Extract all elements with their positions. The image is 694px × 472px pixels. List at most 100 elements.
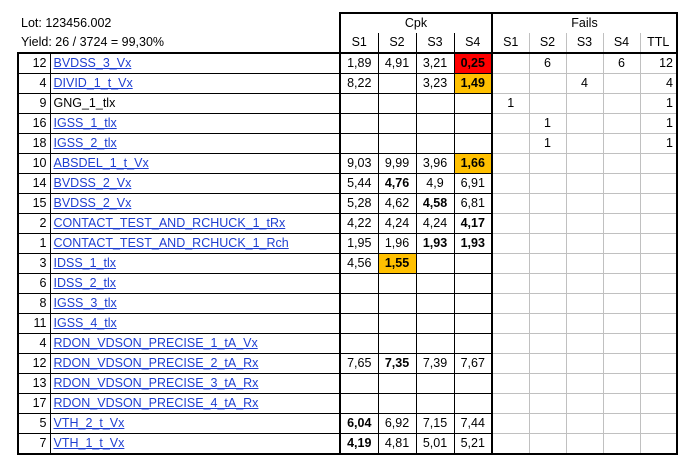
test-name-link[interactable]: IGSS_1_tlx	[53, 116, 117, 130]
test-number: 14	[17, 173, 50, 194]
test-name-cell[interactable]: IDSS_2_tlx	[49, 273, 341, 294]
test-name-cell[interactable]: IDSS_1_tlx	[49, 253, 341, 274]
test-name-cell: GNG_1_tlx	[49, 93, 341, 114]
cpk-value-s1: 8,22	[339, 73, 378, 94]
fails-total	[639, 233, 678, 254]
fails-value-s1	[492, 133, 529, 154]
lot-label: Lot: 123456.002	[21, 15, 112, 30]
cpk-value-s2	[377, 113, 416, 134]
test-name-cell[interactable]: IGSS_2_tlx	[49, 133, 341, 154]
yield-label: Yield: 26 / 3724 = 99,30%	[21, 35, 165, 49]
cpk-value-s4: 6,91	[453, 173, 493, 194]
cpk-value-s3: 5,01	[415, 433, 454, 455]
cpk-value-s3: 3,96	[415, 153, 454, 174]
test-name-link[interactable]: CONTACT_TEST_AND_RCHUCK_1_tRx	[53, 216, 286, 230]
fails-total: 4	[639, 73, 678, 94]
test-name-link[interactable]: IDSS_2_tlx	[53, 276, 117, 290]
fails-value-s3	[565, 273, 603, 294]
cpk-value-s3: 4,9	[415, 173, 454, 194]
fails-value-s3	[565, 433, 603, 455]
table-row: 12 BVDSS_3_Vx 1,89 4,91 3,21 0,25 6 6 12	[17, 52, 678, 74]
test-name-link[interactable]: VTH_2_t_Vx	[53, 416, 125, 430]
cpk-col-header-s2: S2	[377, 33, 416, 54]
test-number: 9	[17, 93, 50, 114]
test-name-link[interactable]: RDON_VDSON_PRECISE_1_tA_Vx	[53, 336, 258, 350]
test-name-cell[interactable]: RDON_VDSON_PRECISE_3_tA_Rx	[49, 373, 341, 394]
test-name-link[interactable]: RDON_VDSON_PRECISE_3_tA_Rx	[53, 376, 259, 390]
cpk-value-s2	[377, 333, 416, 354]
test-name-link[interactable]: ABSDEL_1_t_Vx	[53, 156, 149, 170]
table-row: 7 VTH_1_t_Vx 4,19 4,81 5,01 5,21	[17, 433, 678, 455]
test-name-link[interactable]: IGSS_4_tlx	[53, 316, 117, 330]
test-name-cell[interactable]: DIVID_1_t_Vx	[49, 73, 341, 94]
test-name-link[interactable]: BVDSS_2_Vx	[53, 176, 132, 190]
fails-value-s3	[565, 413, 603, 434]
test-name-link[interactable]: CONTACT_TEST_AND_RCHUCK_1_Rch	[53, 236, 289, 250]
cpk-value-s1: 7,65	[339, 353, 378, 374]
fails-value-s4	[602, 313, 640, 334]
test-name-cell[interactable]: VTH_2_t_Vx	[49, 413, 341, 434]
test-name-cell[interactable]: IGSS_4_tlx	[49, 313, 341, 334]
table-row: 8 IGSS_3_tlx	[17, 293, 678, 314]
cpk-value-s3	[415, 293, 454, 314]
test-name-cell[interactable]: RDON_VDSON_PRECISE_4_tA_Rx	[49, 393, 341, 414]
fails-total	[639, 173, 678, 194]
test-name-link[interactable]: RDON_VDSON_PRECISE_2_tA_Rx	[53, 356, 259, 370]
cpk-value-s1: 4,19	[339, 433, 378, 455]
test-name-link[interactable]: IGSS_3_tlx	[53, 296, 117, 310]
cpk-value-s4: 6,81	[453, 193, 493, 214]
test-name-link[interactable]: RDON_VDSON_PRECISE_4_tA_Rx	[53, 396, 259, 410]
test-name-link[interactable]: IGSS_2_tlx	[53, 136, 117, 150]
table-row: 15 BVDSS_2_Vx 5,28 4,62 4,58 6,81	[17, 193, 678, 214]
test-name-link[interactable]: BVDSS_3_Vx	[53, 56, 132, 70]
test-name-cell[interactable]: CONTACT_TEST_AND_RCHUCK_1_tRx	[49, 213, 341, 234]
cpk-value-s1: 1,89	[339, 52, 378, 74]
cpk-value-s3	[415, 93, 454, 114]
fails-value-s1	[492, 73, 529, 94]
fails-total: 1	[639, 93, 678, 114]
fails-value-s2	[528, 433, 566, 455]
test-name-cell[interactable]: IGSS_1_tlx	[49, 113, 341, 134]
cpk-value-s4	[453, 113, 493, 134]
test-name-cell[interactable]: BVDSS_2_Vx	[49, 193, 341, 214]
cpk-value-s1	[339, 313, 378, 334]
test-name-cell[interactable]: RDON_VDSON_PRECISE_1_tA_Vx	[49, 333, 341, 354]
test-name-cell[interactable]: VTH_1_t_Vx	[49, 433, 341, 455]
fails-value-s4	[602, 253, 640, 274]
test-name-cell[interactable]: BVDSS_2_Vx	[49, 173, 341, 194]
test-name-cell[interactable]: ABSDEL_1_t_Vx	[49, 153, 341, 174]
fails-value-s1	[492, 413, 529, 434]
test-name-link[interactable]: IDSS_1_tlx	[53, 256, 117, 270]
test-number: 8	[17, 293, 50, 314]
test-name-cell[interactable]: IGSS_3_tlx	[49, 293, 341, 314]
fails-value-s2	[528, 413, 566, 434]
fails-total: 12	[639, 52, 678, 74]
test-number: 3	[17, 253, 50, 274]
table-row: 16 IGSS_1_tlx 1 1	[17, 113, 678, 134]
cpk-value-s2: 1,55	[377, 253, 416, 274]
cpk-value-s1: 5,28	[339, 193, 378, 214]
fails-col-header-s2: S2	[528, 33, 566, 54]
fails-value-s1	[492, 173, 529, 194]
test-name-cell[interactable]: RDON_VDSON_PRECISE_2_tA_Rx	[49, 353, 341, 374]
cpk-value-s3	[415, 373, 454, 394]
fails-col-header-s1: S1	[492, 33, 529, 54]
test-name-cell[interactable]: CONTACT_TEST_AND_RCHUCK_1_Rch	[49, 233, 341, 254]
cpk-value-s4: 0,25	[453, 52, 493, 74]
fails-value-s1	[492, 193, 529, 214]
fails-total: 1	[639, 113, 678, 134]
fails-value-s1	[492, 52, 529, 74]
fails-total: 1	[639, 133, 678, 154]
fails-value-s2	[528, 313, 566, 334]
table-row: 11 IGSS_4_tlx	[17, 313, 678, 334]
fails-value-s1	[492, 253, 529, 274]
cpk-value-s4: 7,44	[453, 413, 493, 434]
table-row: 17 RDON_VDSON_PRECISE_4_tA_Rx	[17, 393, 678, 414]
test-name-link[interactable]: VTH_1_t_Vx	[53, 436, 125, 450]
test-name-cell[interactable]: BVDSS_3_Vx	[49, 52, 341, 74]
fails-value-s3	[565, 293, 603, 314]
test-name-link[interactable]: BVDSS_2_Vx	[53, 196, 132, 210]
test-name-link[interactable]: DIVID_1_t_Vx	[53, 76, 133, 90]
fails-value-s2: 6	[528, 52, 566, 74]
fails-value-s3	[565, 373, 603, 394]
